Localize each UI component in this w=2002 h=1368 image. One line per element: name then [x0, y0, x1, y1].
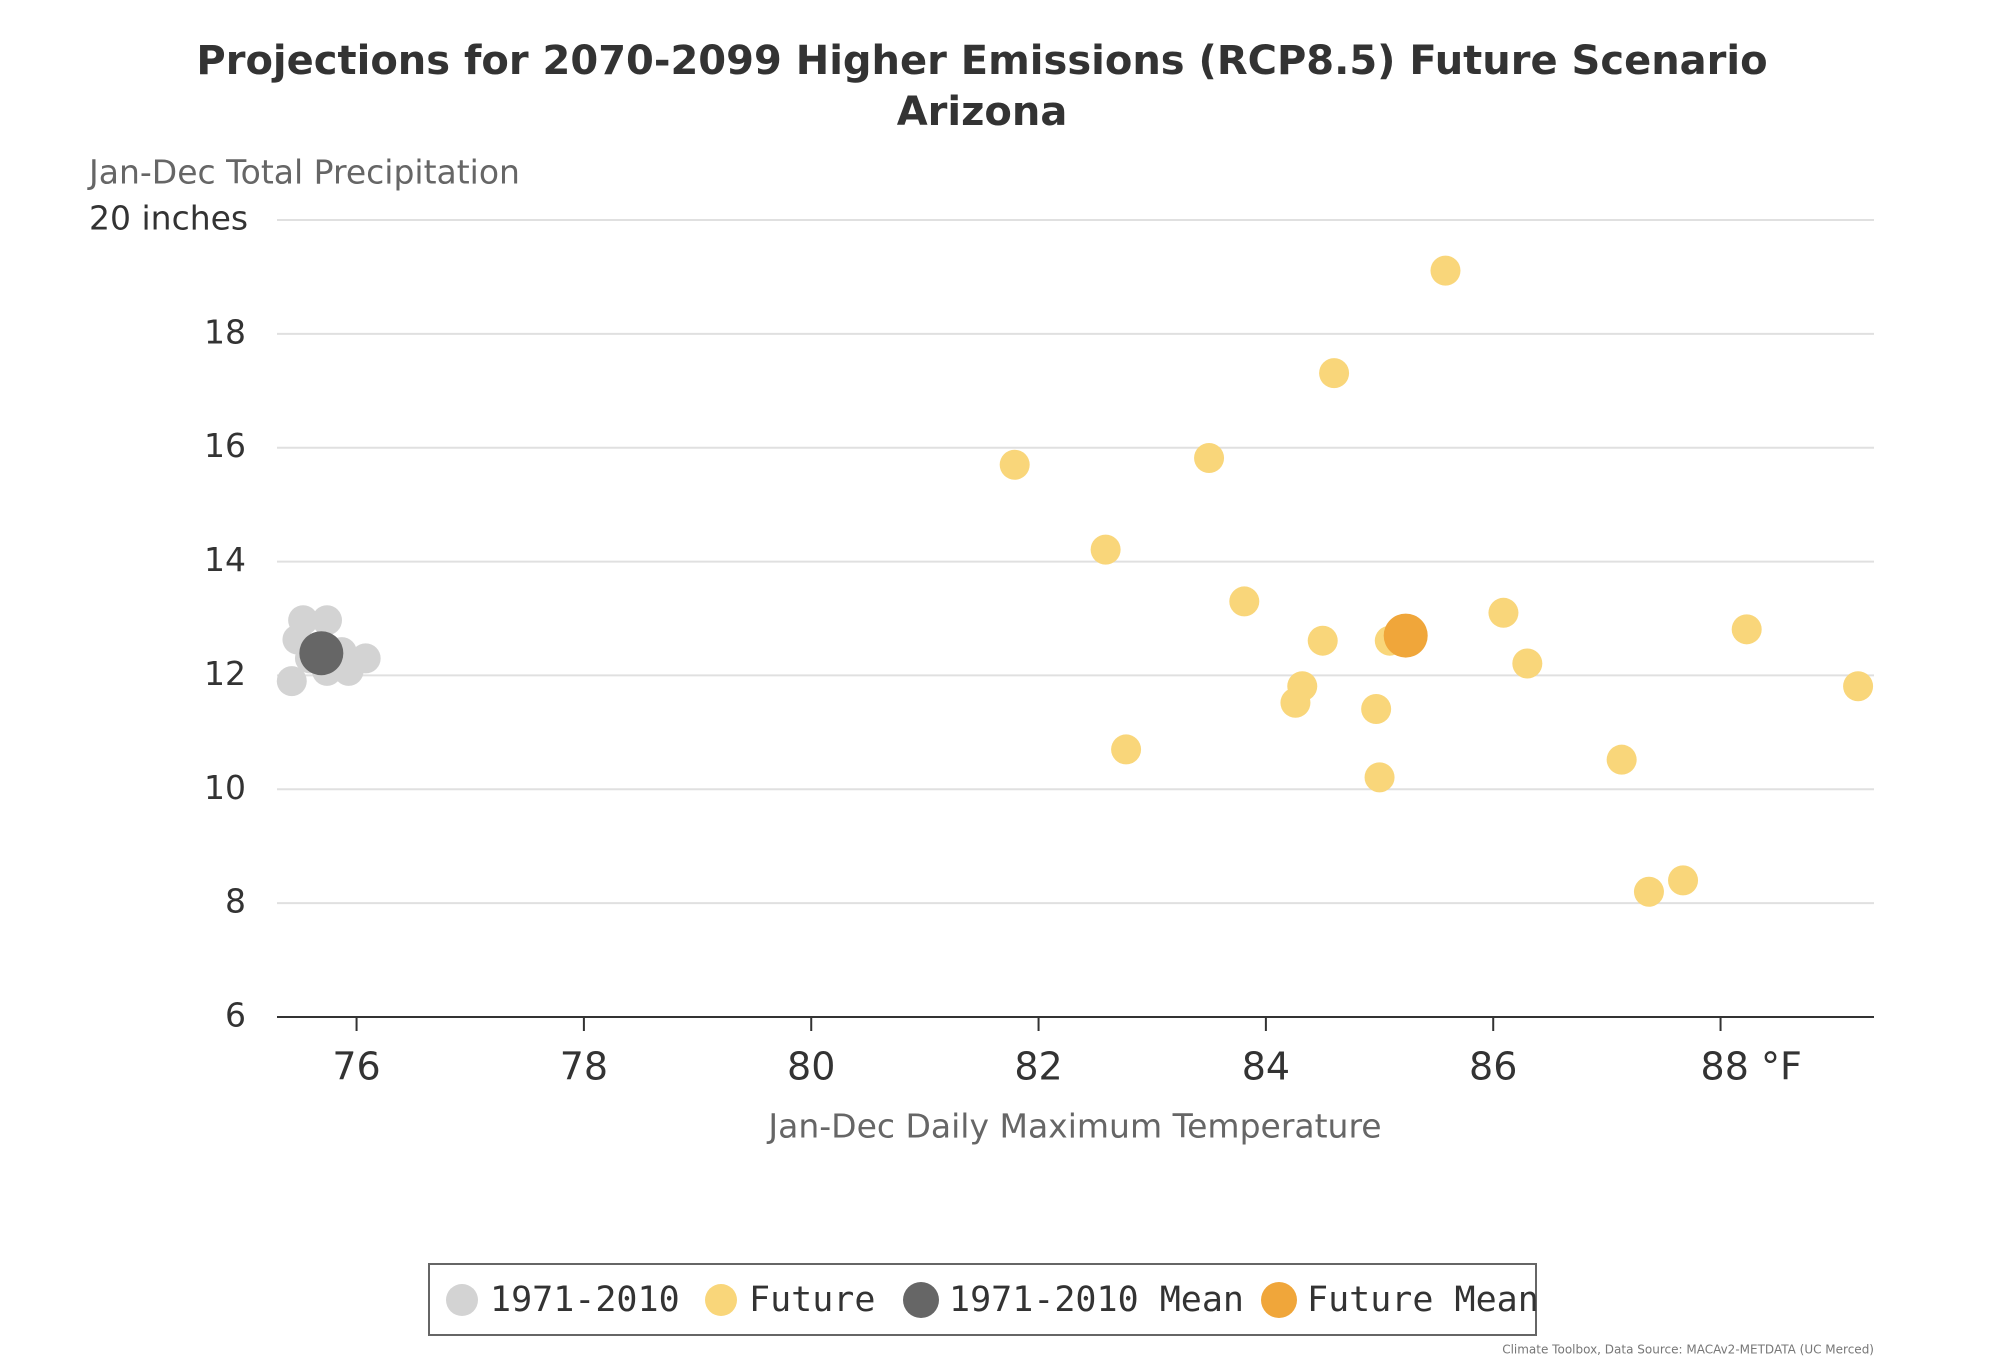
x-tick-label: 84: [1242, 1045, 1290, 1089]
x-axis-title: Jan-Dec Daily Maximum Temperature: [766, 1107, 1381, 1146]
legend-swatch: [1261, 1282, 1297, 1318]
data-point: [1307, 625, 1338, 656]
data-point: [1383, 613, 1428, 658]
legend-label: 1971-2010: [490, 1280, 680, 1320]
data-point: [1280, 687, 1311, 718]
data-point: [350, 643, 381, 674]
data-point: [1194, 442, 1225, 473]
x-tick-label: 86: [1469, 1045, 1517, 1089]
y-tick-label: 20 inches: [89, 199, 248, 238]
data-point: [1111, 734, 1142, 765]
data-point: [288, 605, 319, 636]
data-point: [276, 666, 307, 697]
y-tick-label: 8: [225, 882, 246, 921]
data-point: [1361, 694, 1392, 725]
data-point: [299, 631, 344, 676]
y-tick-label: 14: [204, 540, 246, 579]
legend-label: 1971-2010 Mean: [949, 1280, 1244, 1320]
data-point: [1229, 586, 1260, 617]
data-point: [999, 449, 1030, 480]
legend-label: Future: [749, 1280, 875, 1320]
data-point: [1430, 255, 1461, 286]
y-tick-label: 10: [204, 768, 246, 807]
data-point: [1731, 614, 1762, 645]
y-tick-label: 12: [204, 654, 246, 693]
x-tick-label: 78: [560, 1045, 608, 1089]
legend-swatch: [705, 1284, 737, 1316]
y-tick-label: 6: [225, 996, 246, 1035]
chart-subtitle: Arizona: [897, 89, 1068, 135]
data-point: [1488, 597, 1519, 628]
chart-title: Projections for 2070-2099 Higher Emissio…: [196, 38, 1767, 84]
legend-label: Future Mean: [1307, 1280, 1539, 1320]
data-point: [1090, 534, 1121, 565]
x-tick-label: 76: [332, 1045, 380, 1089]
data-point: [1606, 744, 1637, 775]
data-point: [1668, 865, 1699, 896]
data-point: [1512, 648, 1543, 679]
y-tick-label: 18: [204, 312, 246, 351]
y-axis-title: Jan-Dec Total Precipitation: [87, 153, 520, 192]
data-point: [312, 605, 343, 636]
data-point: [1633, 876, 1664, 907]
x-tick-label: 80: [787, 1045, 835, 1089]
legend-box: [428, 1263, 1537, 1336]
data-point: [1319, 358, 1350, 389]
legend-swatch: [903, 1282, 939, 1318]
source-note: Climate Toolbox, Data Source: MACAv2-MET…: [1502, 1343, 1874, 1357]
x-tick-label: 82: [1014, 1045, 1062, 1089]
x-tick-label: 88 °F: [1701, 1045, 1802, 1089]
data-point: [1843, 671, 1874, 702]
legend-swatch: [446, 1284, 478, 1316]
y-tick-label: 16: [204, 426, 246, 465]
data-point: [1364, 762, 1395, 793]
